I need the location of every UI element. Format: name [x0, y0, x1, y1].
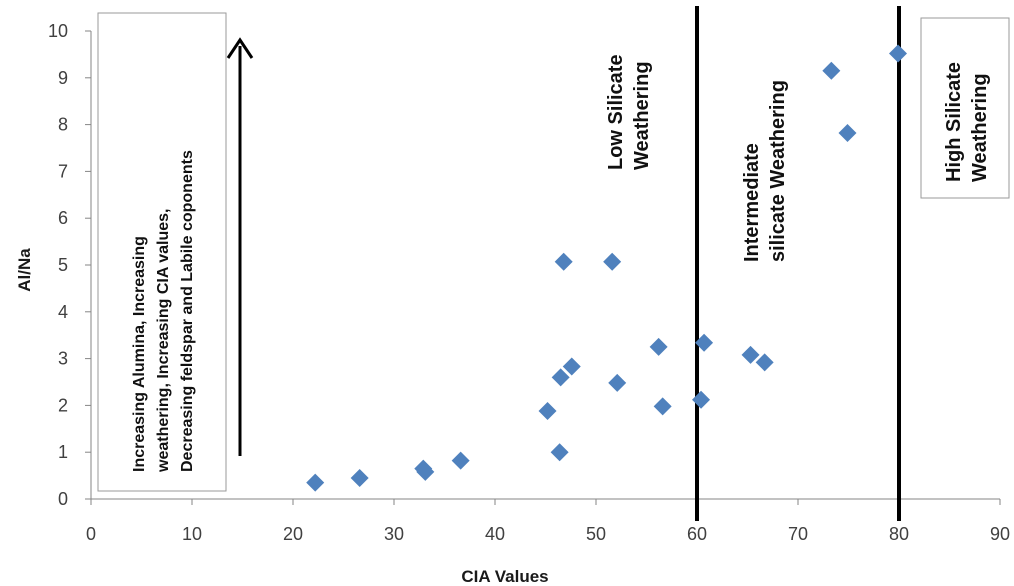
- data-point: [692, 390, 711, 409]
- annotation-trend-text: Increasing Alumina, Increasing weatherin…: [131, 150, 196, 473]
- data-point: [653, 397, 672, 416]
- y-tick-label: 8: [58, 115, 68, 135]
- data-point: [554, 252, 573, 271]
- data-point: [350, 468, 369, 487]
- annotation-trend-line-2: weathering, Increasing CIA values,: [155, 209, 172, 474]
- data-point: [608, 373, 627, 392]
- region-low-line-1: Low Silicate: [605, 54, 627, 170]
- boundary-lines: [695, 6, 901, 521]
- data-point: [538, 402, 557, 421]
- data-point: [755, 353, 774, 372]
- y-tick-label: 0: [58, 489, 68, 509]
- y-tick-label: 3: [58, 349, 68, 369]
- y-axis-title-group: Al/Na: [15, 248, 34, 292]
- annotation-trend-line-3: Decreasing feldspar and Labile coponents: [179, 150, 196, 472]
- data-point: [649, 337, 668, 356]
- y-tick-label: 6: [58, 208, 68, 228]
- x-tick-label: 30: [384, 524, 404, 544]
- trend-arrow: [226, 37, 254, 456]
- axes: [90, 31, 1000, 500]
- data-point: [838, 124, 857, 143]
- y-tick-label: 5: [58, 255, 68, 275]
- x-tick-label: 10: [182, 524, 202, 544]
- data-point: [562, 357, 581, 376]
- x-tick-label: 20: [283, 524, 303, 544]
- trend-arrow-head: [226, 37, 254, 59]
- x-axis-title: CIA Values: [461, 567, 548, 586]
- y-tick-label: 2: [58, 395, 68, 415]
- data-point: [416, 462, 435, 481]
- data-points: [306, 44, 907, 492]
- region-intermediate-label: Intermediate silicate Weathering: [741, 80, 789, 262]
- data-point: [306, 473, 325, 492]
- y-tick-label: 9: [58, 68, 68, 88]
- annotation-trend-line-1: Increasing Alumina, Increasing: [131, 236, 148, 472]
- y-tick-label: 7: [58, 161, 68, 181]
- data-point: [695, 333, 714, 352]
- region-high-line-2: Weathering: [969, 73, 991, 182]
- data-point: [888, 44, 907, 63]
- region-intermediate-line-2: silicate Weathering: [767, 80, 789, 262]
- data-point: [822, 61, 841, 80]
- data-point: [741, 345, 760, 364]
- x-tick-label: 90: [990, 524, 1010, 544]
- region-low-label: Low Silicate Weathering: [605, 54, 653, 170]
- region-intermediate-line-1: Intermediate: [741, 143, 763, 262]
- x-axis-ticks: 0 10 20 30 40 50 60 70 80 90: [86, 499, 1010, 544]
- x-tick-label: 50: [586, 524, 606, 544]
- region-low-line-2: Weathering: [631, 61, 653, 170]
- data-point: [603, 252, 622, 271]
- y-tick-label: 1: [58, 442, 68, 462]
- y-tick-label: 10: [48, 21, 68, 41]
- data-point: [551, 368, 570, 387]
- data-point: [550, 443, 569, 462]
- region-high-label: High Silicate Weathering: [943, 62, 991, 182]
- x-tick-label: 40: [485, 524, 505, 544]
- y-axis-title: Al/Na: [15, 248, 34, 292]
- y-tick-label: 4: [58, 302, 68, 322]
- data-point: [451, 451, 470, 470]
- annotation-box-trend: [97, 12, 227, 492]
- x-tick-label: 80: [889, 524, 909, 544]
- region-high-line-1: High Silicate: [943, 62, 965, 182]
- x-tick-label: 0: [86, 524, 96, 544]
- region-high-box: [920, 17, 1010, 199]
- x-tick-label: 60: [687, 524, 707, 544]
- y-axis-ticks: 0 1 2 3 4 5 6 7 8 9 10: [48, 21, 91, 509]
- x-tick-label: 70: [788, 524, 808, 544]
